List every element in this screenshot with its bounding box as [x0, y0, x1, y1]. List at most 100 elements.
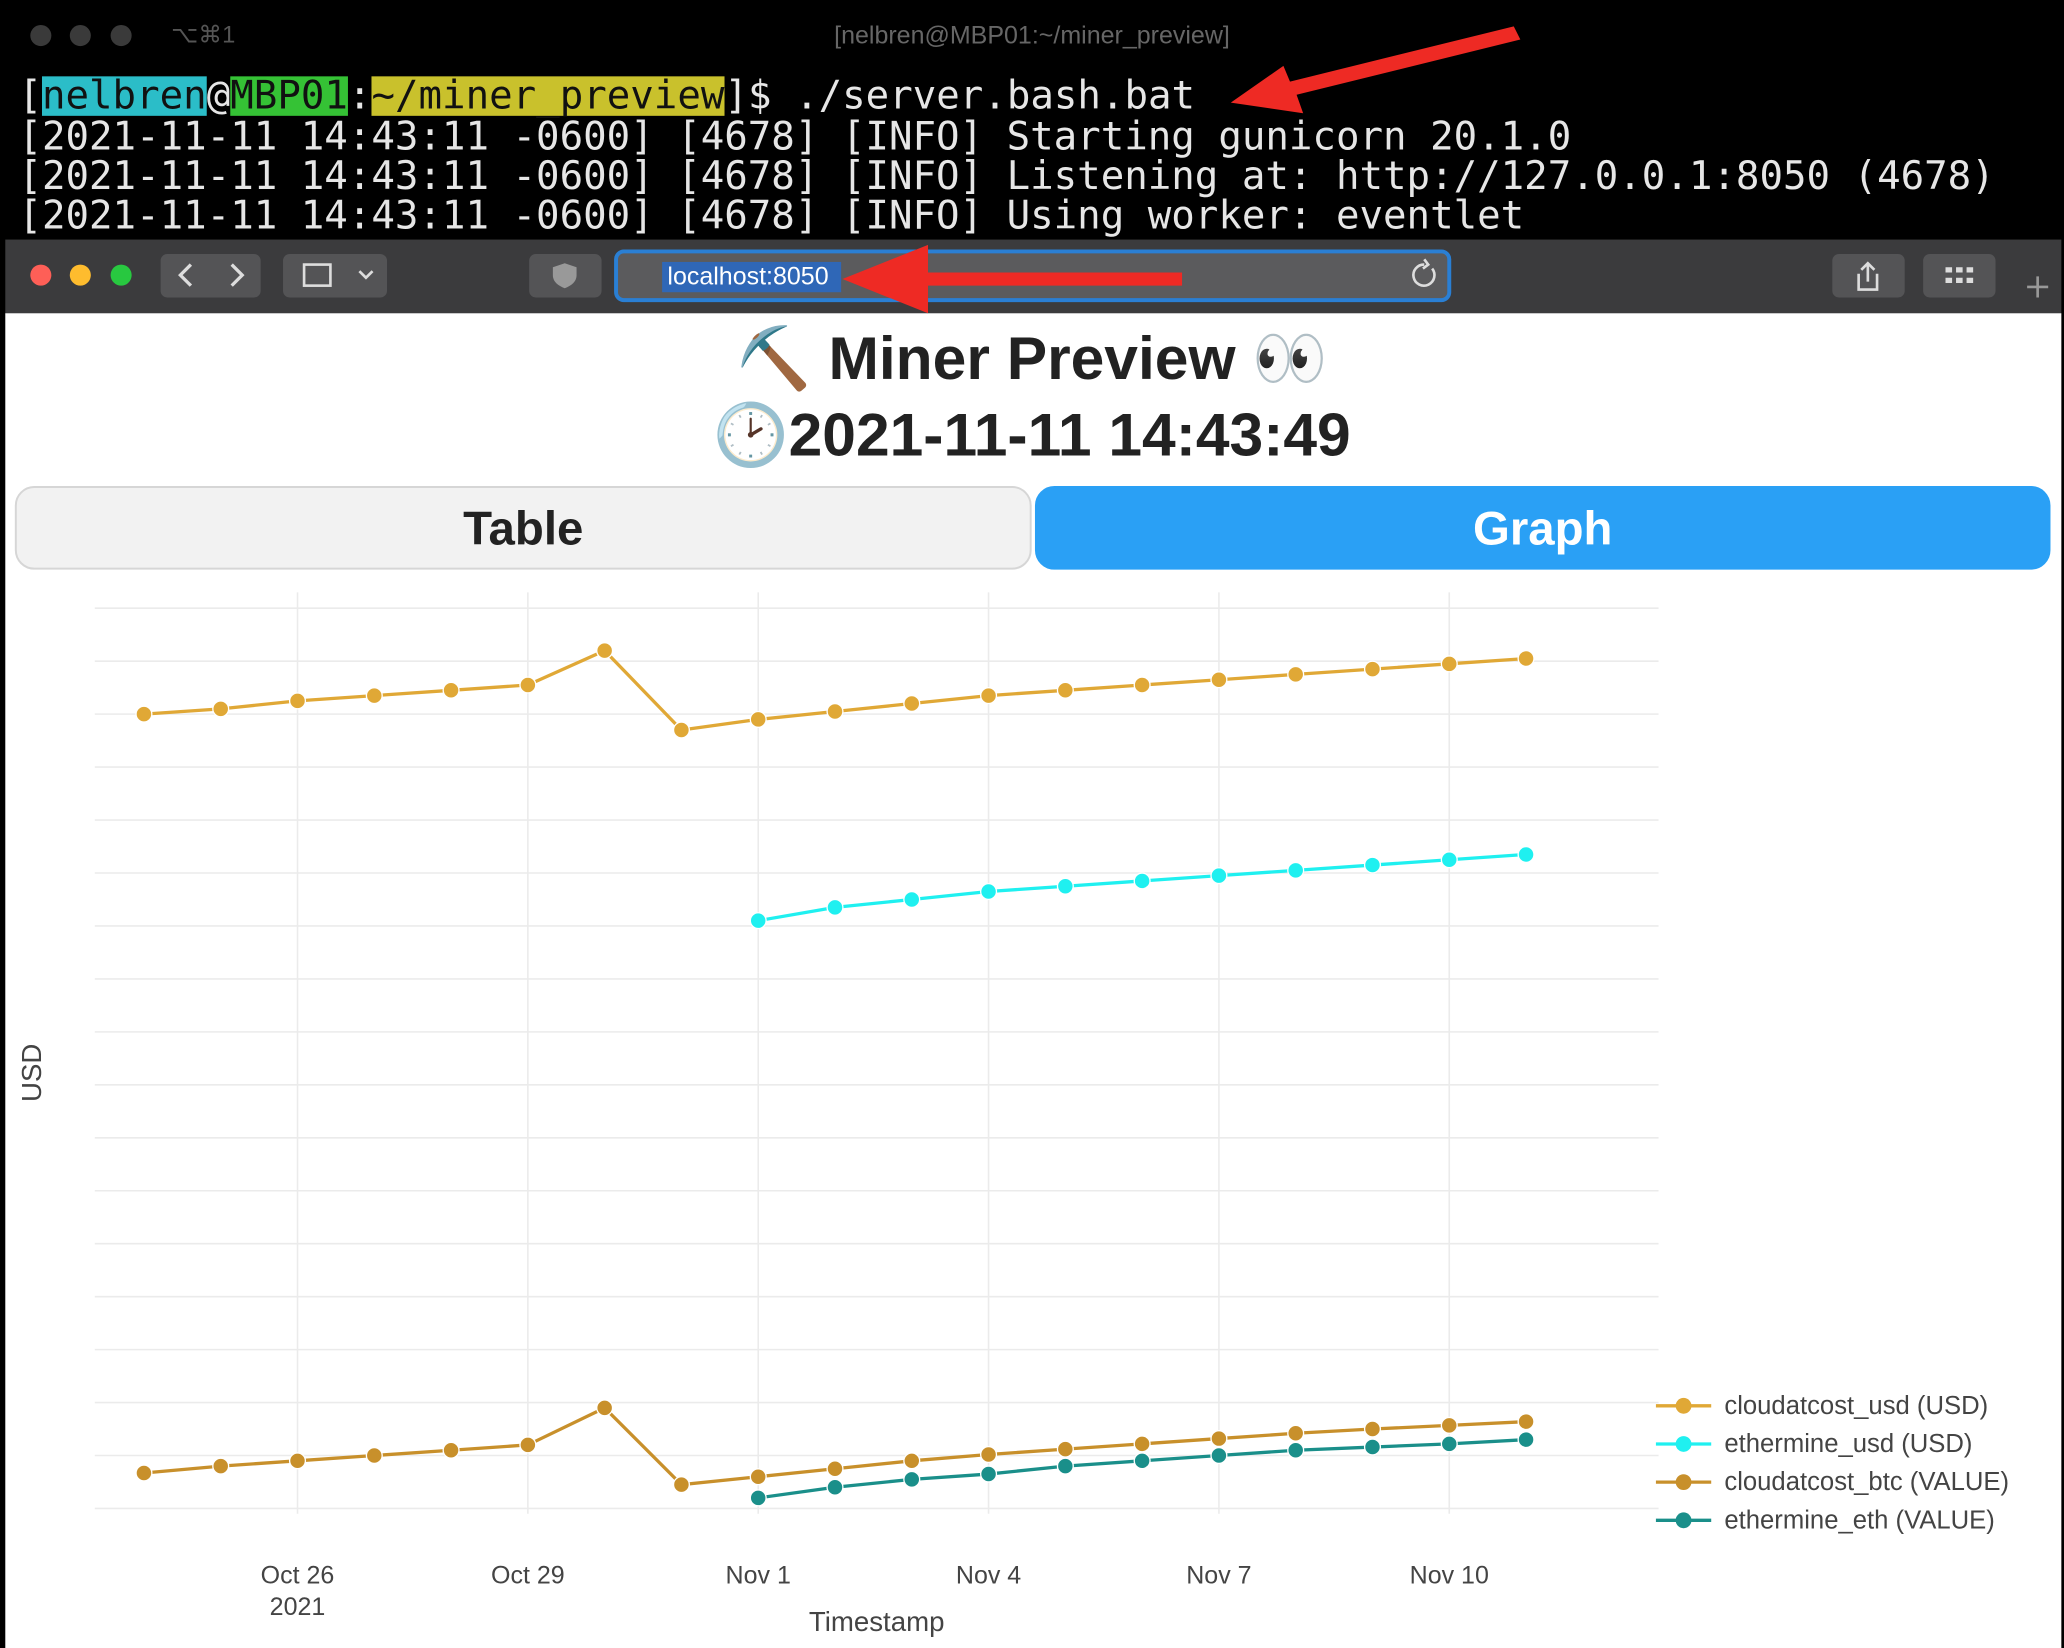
legend-label: ethermine_eth (VALUE)	[1724, 1506, 1994, 1534]
data-point	[1133, 676, 1151, 694]
prompt-part: @	[207, 74, 231, 119]
prompt-part: ]$ ./server.bash.bat	[725, 74, 1196, 119]
data-point	[980, 1465, 998, 1483]
sidebar-button[interactable]	[283, 254, 388, 298]
data-point	[980, 687, 998, 705]
tab[interactable]	[14, 486, 1032, 570]
chevron	[358, 270, 374, 280]
page-title: ⛏️ Miner Preview 👀	[736, 324, 1327, 393]
data-point	[1440, 655, 1458, 673]
data-point	[1440, 851, 1458, 869]
data-point	[519, 1436, 537, 1454]
data-point	[1363, 1420, 1382, 1438]
nav-buttons[interactable]	[160, 254, 261, 298]
data-point	[749, 710, 767, 728]
legend-marker	[1675, 1512, 1692, 1529]
tab-label: Table	[463, 503, 583, 556]
url: localhost:8050	[667, 262, 828, 290]
prompt-highlight	[230, 76, 348, 116]
data-point	[1133, 1452, 1151, 1470]
timestamp: 🕑2021-11-11 14:43:49	[713, 400, 1350, 469]
data-point	[135, 1464, 153, 1482]
data-point	[365, 1446, 383, 1465]
window-button[interactable]	[110, 25, 132, 47]
prompt-part: ~/miner_preview	[371, 74, 724, 119]
data-point	[1133, 1435, 1151, 1453]
log-line: [2021-11-11 14:43:11 -0600] [4678] [INFO…	[18, 193, 1524, 238]
log-line: [2021-11-11 14:43:11 -0600] [4678] [INFO…	[18, 154, 1994, 199]
data-point	[826, 1478, 844, 1496]
tab-label: Graph	[1473, 503, 1613, 556]
share-icon	[1857, 261, 1879, 291]
data-point	[1210, 1446, 1228, 1465]
data-point	[1517, 1413, 1535, 1431]
data-point	[1363, 856, 1382, 874]
data-point	[1210, 867, 1228, 885]
data-point	[1287, 861, 1305, 879]
data-point	[1287, 665, 1305, 683]
data-point	[365, 687, 383, 705]
x-axis-label: Timestamp	[809, 1606, 945, 1637]
close-button[interactable]	[30, 264, 52, 286]
data-point	[596, 1399, 614, 1417]
x-tick-label: Oct 29	[491, 1562, 565, 1590]
legend-label: ethermine_usd (USD)	[1724, 1430, 1972, 1458]
data-point	[749, 1468, 767, 1486]
data-point	[288, 692, 307, 710]
reload-icon[interactable]	[1412, 258, 1436, 287]
tabs-icon	[1945, 267, 1974, 284]
nav-arrows	[178, 263, 245, 287]
prompt-part: :	[348, 74, 372, 119]
tabs-button[interactable]	[1923, 254, 1996, 298]
data-point	[826, 898, 844, 916]
data-point	[135, 705, 153, 723]
data-point	[1133, 872, 1151, 890]
legend-label: cloudatcost_btc (VALUE)	[1724, 1468, 2009, 1496]
x-tick-label: Oct 26	[261, 1562, 335, 1590]
data-point	[1517, 1431, 1535, 1449]
data-point	[1363, 660, 1382, 678]
terminal	[0, 0, 2064, 244]
sidebar-icon	[302, 263, 332, 287]
legend-marker	[1675, 1397, 1692, 1414]
data-point	[1056, 1457, 1074, 1475]
prompt-part: [	[18, 74, 42, 119]
data-point	[1517, 649, 1535, 668]
prompt-part: MBP01	[230, 74, 348, 119]
data-point	[980, 882, 998, 901]
annotation-arrow	[842, 244, 1183, 314]
data-point	[1056, 1440, 1074, 1458]
data-point	[980, 1445, 998, 1464]
x-tick-label: Nov 10	[1410, 1562, 1489, 1590]
shield-icon	[552, 263, 577, 289]
new-tab[interactable]	[2027, 276, 2049, 298]
data-point	[1056, 681, 1074, 699]
data-point	[903, 1452, 921, 1470]
tab-shortcut: ⌥⌘1	[171, 23, 235, 49]
y-axis-label: USD	[16, 1044, 47, 1102]
window-button[interactable]	[69, 25, 91, 47]
data-point	[826, 702, 844, 721]
data-point	[1056, 877, 1074, 895]
tab[interactable]	[1034, 486, 2051, 570]
data-point	[749, 912, 767, 930]
data-point	[672, 1476, 690, 1494]
data-point	[288, 1452, 307, 1470]
data-point	[903, 1470, 921, 1488]
data-point	[1440, 1416, 1458, 1434]
data-point	[212, 700, 230, 718]
data-point	[1210, 1430, 1228, 1448]
data-point	[442, 681, 460, 699]
window-button[interactable]	[30, 25, 52, 47]
minimize-button[interactable]	[69, 264, 91, 286]
url-selection	[662, 261, 842, 293]
legend-marker	[1675, 1474, 1692, 1491]
data-point	[596, 642, 614, 660]
data-point	[1363, 1438, 1382, 1456]
log-line: [2021-11-11 14:43:11 -0600] [4678] [INFO…	[18, 114, 1571, 159]
prompt-highlight	[41, 76, 207, 116]
zoom-button[interactable]	[110, 264, 132, 286]
data-point	[442, 1441, 460, 1459]
x-tick-label: Nov 1	[726, 1562, 791, 1590]
